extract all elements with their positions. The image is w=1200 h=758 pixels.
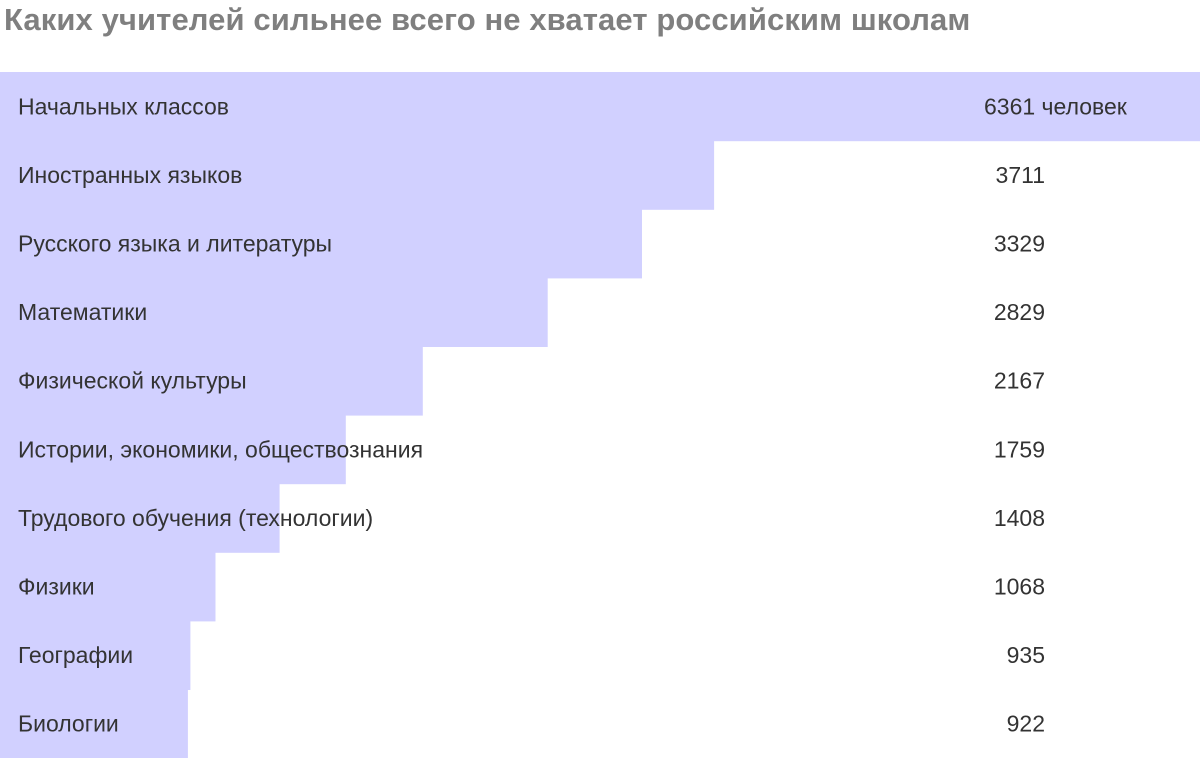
value-label: 935 [1007, 642, 1045, 668]
category-label: Физической культуры [18, 368, 247, 394]
bar-7 [0, 483, 280, 553]
bar-1 [0, 72, 1200, 142]
bar-4 [0, 277, 548, 347]
category-label: Русского языка и литературы [18, 231, 332, 257]
value-label: 3329 [994, 231, 1045, 257]
value-label: 1408 [994, 505, 1045, 531]
bar-9 [0, 620, 191, 690]
category-label: Математики [18, 299, 147, 325]
bar-5 [0, 346, 423, 416]
bar-3 [0, 209, 642, 279]
chart-title: Каких учителей сильнее всего не хватает … [4, 2, 971, 37]
value-label: 1068 [994, 574, 1045, 600]
category-label: Географии [18, 642, 133, 668]
value-label: 922 [1007, 711, 1045, 737]
bar-6 [0, 415, 346, 485]
value-label: 2167 [994, 368, 1045, 394]
bar-10 [0, 689, 188, 758]
value-label: 2829 [994, 299, 1045, 325]
category-label: Трудового обучения (технологии) [18, 505, 373, 531]
bar-2 [0, 140, 715, 210]
category-label: Начальных классов [18, 93, 229, 119]
bar-8 [0, 552, 216, 622]
category-label: Биологии [18, 711, 119, 737]
value-label: 1759 [994, 436, 1045, 462]
category-label: Истории, экономики, обществознания [18, 436, 423, 462]
value-label: 3711 [996, 162, 1045, 188]
value-label: 6361 человек [984, 93, 1128, 119]
category-label: Физики [18, 574, 95, 600]
category-label: Иностранных языков [18, 162, 242, 188]
